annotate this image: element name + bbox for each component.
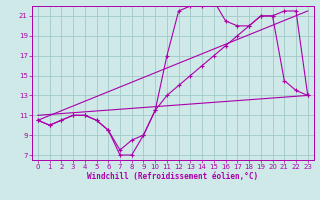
X-axis label: Windchill (Refroidissement éolien,°C): Windchill (Refroidissement éolien,°C) [87, 172, 258, 181]
